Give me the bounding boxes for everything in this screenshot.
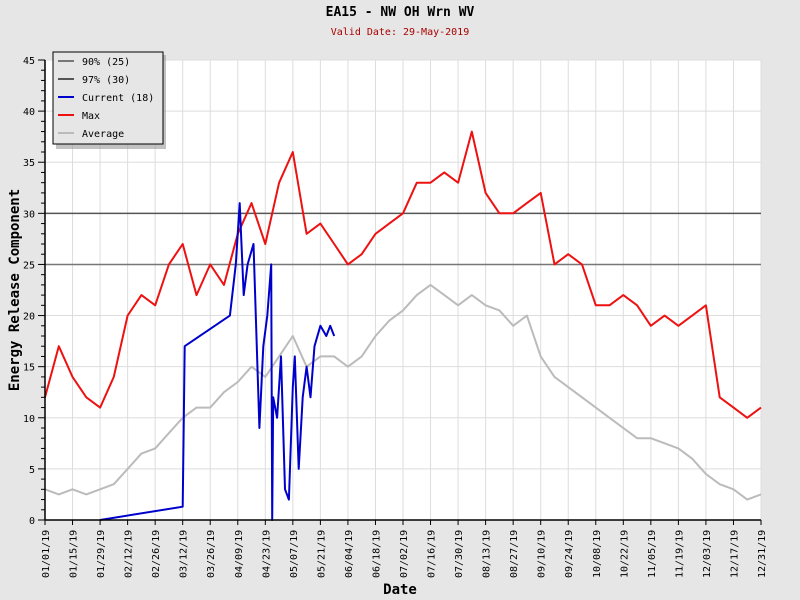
legend-label: 97% (30) [82, 75, 130, 86]
x-tick-label: 12/17/19 [729, 530, 740, 578]
legend: 90% (25) 97% (30) Current (18) Max Average [52, 51, 166, 149]
x-tick-label: 12/31/19 [757, 530, 768, 578]
legend-label: Current (18) [82, 93, 154, 104]
y-tick-label: 5 [29, 465, 35, 476]
y-tick-label: 45 [23, 56, 35, 67]
chart-title: EA15 - NW OH Wrn WV [325, 5, 475, 20]
x-tick-label: 10/22/19 [619, 530, 630, 578]
series-line-current [99, 202, 336, 521]
y-tick-label: 15 [23, 363, 35, 374]
y-tick-label: 35 [23, 158, 35, 169]
x-tick-label: 01/29/19 [96, 530, 107, 578]
x-tick-label: 02/12/19 [124, 530, 135, 578]
x-tick-label: 01/01/19 [41, 530, 52, 578]
x-tick-label: 07/16/19 [427, 530, 438, 578]
legend-label: Average [82, 129, 124, 140]
series-line-average [44, 283, 762, 501]
x-tick-label: 05/21/19 [316, 530, 327, 578]
y-tick-label: 10 [23, 414, 35, 425]
y-tick-label: 40 [23, 107, 35, 118]
x-tick-label: 07/30/19 [454, 530, 465, 578]
chart-subtitle: Valid Date: 29-May-2019 [330, 27, 470, 38]
y-tick-label: 0 [29, 516, 35, 527]
x-tick-label: 06/18/19 [371, 530, 382, 578]
legend-label: Max [82, 111, 100, 122]
y-tick-label: 20 [23, 312, 35, 323]
x-tick-label: 11/05/19 [647, 530, 658, 578]
x-tick-label: 04/23/19 [261, 530, 272, 578]
y-tick-label: 25 [23, 260, 35, 271]
x-tick-label: 04/09/19 [234, 530, 245, 578]
x-tick-label: 09/24/19 [564, 530, 575, 578]
y-tick-label: 30 [23, 209, 35, 220]
series-line-max [44, 130, 762, 419]
x-tick-label: 05/07/19 [289, 530, 300, 578]
x-tick-label: 03/12/19 [179, 530, 190, 578]
x-tick-label: 10/08/19 [592, 530, 603, 578]
x-axis-label: Date [383, 582, 417, 598]
x-tick-label: 08/13/19 [482, 530, 493, 578]
x-tick-label: 01/15/19 [69, 530, 80, 578]
y-axis-label: Energy Release Component [7, 189, 23, 391]
x-tick-label: 06/04/19 [344, 530, 355, 578]
x-tick-label: 02/26/19 [151, 530, 162, 578]
x-tick-label: 11/19/19 [674, 530, 685, 578]
legend-label: 90% (25) [82, 57, 130, 68]
x-tick-label: 03/26/19 [206, 530, 217, 578]
x-tick-label: 07/02/19 [399, 530, 410, 578]
x-tick-label: 09/10/19 [537, 530, 548, 578]
x-tick-label: 08/27/19 [509, 530, 520, 578]
x-tick-label: 12/03/19 [702, 530, 713, 578]
